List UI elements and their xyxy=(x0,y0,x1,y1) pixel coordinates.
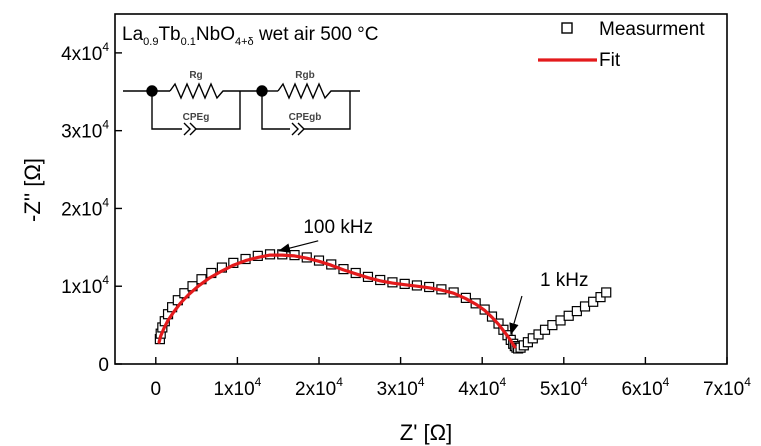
legend: Measurment Fit xyxy=(538,19,705,71)
series-fit-line xyxy=(157,253,517,349)
annotation-label: 1 kHz xyxy=(540,270,589,291)
x-tick-label: 0 xyxy=(151,379,162,400)
y-tick-label: 4x104 xyxy=(61,40,109,65)
legend-marker-measurment xyxy=(561,22,573,34)
x-tick-label: 6x104 xyxy=(621,375,669,400)
circuit-label-cpegb: CPEgb xyxy=(289,112,322,123)
y-tick-label: 2x104 xyxy=(61,195,109,220)
annotation-label: 100 kHz xyxy=(303,217,373,238)
circuit-label-rgb: Rgb xyxy=(295,70,314,81)
annotation-arrow xyxy=(509,295,523,336)
x-tick-label: 3x104 xyxy=(377,375,425,400)
x-tick-label: 5x104 xyxy=(540,375,588,400)
legend-label-measurment: Measurment xyxy=(599,19,705,40)
x-tick-label: 7x104 xyxy=(703,375,751,400)
x-tick-label: 1x104 xyxy=(213,375,261,400)
y-tick-label: 0 xyxy=(98,355,109,376)
cpe-cpeg xyxy=(183,122,191,136)
x-tick-label: 2x104 xyxy=(295,375,343,400)
x-axis-ticks: 0 1x104 2x104 3x104 4x104 5x104 6x104 7x104 xyxy=(151,357,751,400)
y-axis-ticks: 0 1x104 2x104 3x104 4x104 xyxy=(61,40,122,376)
circuit-label-cpeg: CPEg xyxy=(183,112,210,123)
annotations: 100 kHz 1 kHz xyxy=(278,217,589,336)
resistor-rg xyxy=(169,82,240,100)
y-tick-label: 3x104 xyxy=(61,118,109,143)
chart-title: La0.9Tb0.1NbO4+δ wet air 500 °C xyxy=(122,24,379,48)
circuit-label-rg: Rg xyxy=(189,70,202,81)
series-measurment xyxy=(154,249,612,354)
equivalent-circuit-diagram xyxy=(123,82,360,136)
x-axis-label: Z' [Ω] xyxy=(400,420,452,445)
plot-frame xyxy=(114,13,728,365)
measurment-point xyxy=(601,287,612,298)
resistor-rgb xyxy=(277,82,360,100)
cpe-cpegb xyxy=(291,122,299,136)
x-tick-label: 4x104 xyxy=(458,375,506,400)
y-tick-label: 1x104 xyxy=(61,273,109,298)
annotation-arrow xyxy=(278,240,319,253)
y-axis-label: -Z'' [Ω] xyxy=(20,158,45,222)
legend-label-fit: Fit xyxy=(599,50,621,71)
